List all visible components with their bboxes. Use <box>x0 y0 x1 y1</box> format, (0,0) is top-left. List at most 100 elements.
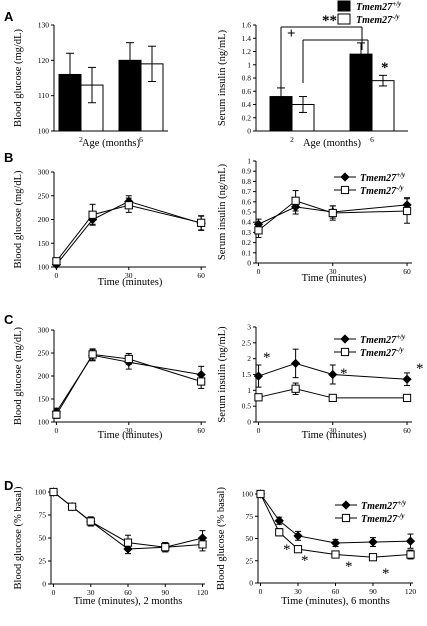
chart-7-y-tick-label: 25 <box>39 557 47 566</box>
chart-2-y-tick-label: 1.6 <box>242 21 252 30</box>
chart-6-legend-label: Tmem27+/y <box>360 333 406 346</box>
chart-1-y-tick-label: 130 <box>38 21 50 30</box>
chart-2-legend-label: Tmem27-/y <box>356 13 400 26</box>
chart-8-annotation-star: * <box>382 566 390 582</box>
chart-7-x-tick-label: 90 <box>162 588 170 597</box>
chart-8-point-square <box>293 545 303 554</box>
chart-2-y-tick-label: 0.4 <box>242 100 252 109</box>
chart-7-point-square <box>161 543 170 552</box>
chart-8-legend-marker-diamond <box>341 500 351 510</box>
chart-7-point-square <box>86 517 95 526</box>
chart-3-x-tick-label: 60 <box>197 271 205 280</box>
chart-8-y-tick-label: 0 <box>249 579 253 588</box>
chart-5-series-line <box>55 353 202 415</box>
chart-4-y-tick-label: 0.9 <box>242 167 252 176</box>
chart-8-x-tick-label: 30 <box>294 587 302 596</box>
chart-3-y-axis-title: Blood glucose (mg/dL) <box>13 170 24 268</box>
chart-4-point-square <box>402 206 412 216</box>
chart-7-x-tick-label: 30 <box>87 588 95 597</box>
chart-6-y-tick-label: 2.5 <box>242 338 252 347</box>
chart-3-y-tick-label: 250 <box>38 191 50 200</box>
chart-6-legend-marker-diamond <box>340 334 350 344</box>
chart-7-point-square <box>49 487 58 497</box>
chart-4-y-tick-label: 0.2 <box>242 238 252 247</box>
chart-8-y-axis-title: Blood glucose (% basal) <box>216 487 227 590</box>
chart-7-x-tick-label: 60 <box>124 588 132 597</box>
chart-2-bar <box>371 80 395 132</box>
chart-2-x-axis-title: Age (months) <box>303 138 362 149</box>
chart-4-legend-label: Tmem27+/y <box>360 171 406 184</box>
chart-6-annotation-star: * <box>416 361 424 377</box>
chart-3-y-tick-label: 150 <box>38 239 50 248</box>
chart-4-y-tick-label: 0 <box>247 259 251 268</box>
chart-5-x-tick-label: 30 <box>125 426 133 435</box>
chart-3-x-tick-label: 0 <box>55 271 59 280</box>
panel-label-B: B <box>4 150 13 165</box>
chart-7-x-tick-label: 120 <box>197 588 209 597</box>
chart-6-legend-label: Tmem27-/y <box>360 346 404 359</box>
chart-8-series-line <box>260 493 411 558</box>
chart-7-y-tick-label: 50 <box>39 534 47 543</box>
chart-3-x-tick-label: 30 <box>125 271 133 280</box>
chart-4-point-square <box>328 208 337 218</box>
chart-4-legend-marker-diamond <box>340 172 350 182</box>
chart-2-bar <box>349 53 373 132</box>
chart-5-y-tick-label: 100 <box>38 418 50 427</box>
chart-8-x-tick-label: 0 <box>259 587 263 596</box>
chart-8-x-tick-label: 120 <box>405 587 417 596</box>
chart-8-point-square <box>275 528 284 537</box>
panel-label-D: D <box>4 478 13 493</box>
chart-5-y-tick-label: 200 <box>38 372 50 381</box>
chart-8-annotation-star: * <box>283 542 291 558</box>
chart-6-point-square <box>402 393 412 403</box>
chart-4-y-tick-label: 0.3 <box>242 228 252 237</box>
chart-7-point-square <box>123 538 133 547</box>
chart-4-y-tick-label: 0.4 <box>242 218 252 227</box>
chart-1-x-tick-label: 6 <box>139 135 143 144</box>
chart-5-point-square <box>197 377 206 386</box>
chart-4-y-tick-label: 0.8 <box>242 177 252 186</box>
chart-4-y-axis-title: Serum insulin (ng/mL) <box>217 163 228 260</box>
chart-2-y-axis-title: Serum insulin (ng/mL) <box>217 29 228 126</box>
chart-5-y-axis-title: Blood glucose (mg/dL) <box>13 327 24 425</box>
chart-4-series-line <box>258 200 408 231</box>
chart-8-point-square <box>368 553 378 562</box>
chart-6-x-tick-label: 30 <box>329 426 337 435</box>
chart-8-point-diamond <box>293 531 303 541</box>
chart-2-bar <box>269 96 293 132</box>
chart-3-x-axis-title: Time (minutes) <box>98 277 163 288</box>
chart-8-x-tick-label: 60 <box>332 587 340 596</box>
chart-1-x-axis-title: Age (months) <box>82 138 141 149</box>
chart-7-y-tick-label: 100 <box>35 488 47 497</box>
chart-3-point-square <box>124 201 133 210</box>
chart-4-point-square <box>291 196 300 205</box>
chart-4-y-tick-label: 0.6 <box>242 197 252 206</box>
chart-1-y-tick-label: 100 <box>38 127 50 136</box>
panel-label-A: A <box>4 9 14 24</box>
chart-4-y-tick-label: 1 <box>247 157 251 166</box>
chart-1-y-tick-label: 110 <box>38 91 49 100</box>
chart-8-point-diamond <box>330 538 341 548</box>
chart-6-y-tick-label: 3 <box>247 323 251 332</box>
chart-5-point-square <box>52 410 61 419</box>
chart-2-y-tick-label: 0.8 <box>242 74 252 83</box>
chart-3-point-square <box>88 210 97 219</box>
chart-5-point-square <box>124 354 133 364</box>
chart-2-legend-swatch <box>337 0 351 12</box>
chart-1-bar <box>58 73 82 132</box>
chart-8-annotation-star: * <box>345 559 353 575</box>
chart-8-point-square <box>406 550 415 559</box>
chart-6-point-diamond <box>253 371 264 381</box>
chart-7-x-tick-label: 0 <box>52 588 56 597</box>
chart-8-legend-label: Tmem27+/y <box>361 499 407 512</box>
chart-8-point-diamond <box>274 516 284 526</box>
chart-4-legend-label: Tmem27-/y <box>360 184 404 197</box>
chart-6-y-tick-label: 2 <box>247 354 251 363</box>
chart-6-annotation-star: * <box>340 366 348 382</box>
chart-4-x-tick-label: 0 <box>257 267 261 276</box>
chart-2-legend-label: Tmem27+/y <box>356 0 402 13</box>
chart-6-point-square <box>328 393 337 403</box>
chart-8-annotation-star: * <box>301 553 309 569</box>
chart-8-x-axis-title: Time (minutes), 6 months <box>281 596 390 607</box>
chart-4-point-square <box>254 226 263 235</box>
